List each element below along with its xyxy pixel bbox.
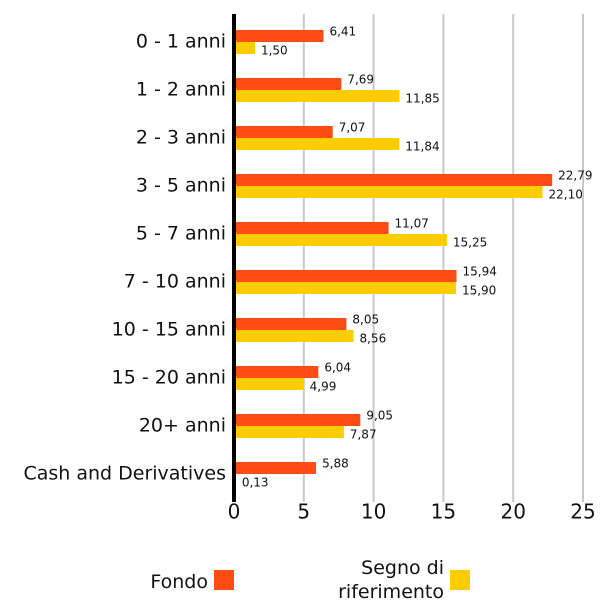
bar: [234, 138, 400, 150]
x-tick-label: 15: [431, 500, 456, 524]
y-tick-label: 2 - 3 anni: [136, 127, 226, 149]
x-tick-label: 0: [228, 500, 241, 524]
data-label: 22,79: [558, 169, 592, 183]
data-label: 6,04: [324, 361, 351, 375]
bar: [234, 42, 255, 54]
legend-swatch: [214, 570, 234, 590]
data-label: 7,87: [350, 428, 377, 442]
data-label: 0,13: [242, 476, 269, 490]
data-label: 6,41: [329, 25, 356, 39]
x-tick-label: 5: [297, 500, 310, 524]
bar: [234, 426, 344, 438]
data-label: 7,07: [339, 121, 366, 135]
data-label: 7,69: [347, 73, 374, 87]
y-tick-label: 10 - 15 anni: [112, 319, 226, 341]
data-label: 11,07: [395, 217, 429, 231]
data-label: 22,10: [549, 188, 583, 202]
y-tick-label: 7 - 10 anni: [124, 271, 226, 293]
bar: [234, 414, 361, 426]
data-label: 15,94: [463, 265, 497, 279]
legend-label: Fondo: [150, 571, 208, 593]
y-tick-label: 1 - 2 anni: [136, 79, 226, 101]
bar: [234, 186, 543, 198]
bar: [234, 78, 342, 90]
bar: [234, 174, 553, 186]
legend-label: Segno di riferimento: [338, 557, 444, 603]
y-tick-label: 5 - 7 anni: [136, 223, 226, 245]
data-label: 5,88: [322, 457, 349, 471]
bar: [234, 126, 333, 138]
bar: [234, 378, 304, 390]
x-tick-label: 20: [500, 500, 525, 524]
bar: [234, 270, 457, 282]
bar: [234, 90, 400, 102]
data-label: 11,84: [405, 140, 439, 154]
bar: [234, 366, 319, 378]
data-label: 15,25: [453, 236, 487, 250]
y-tick-label: 3 - 5 anni: [136, 175, 226, 197]
y-tick-label: Cash and Derivatives: [23, 463, 226, 485]
bar: [234, 462, 317, 474]
data-label: 8,56: [359, 332, 386, 346]
y-tick-label: 15 - 20 anni: [112, 367, 226, 389]
bar: [234, 330, 354, 342]
data-label: 1,50: [261, 44, 288, 58]
bar: [234, 318, 347, 330]
data-label: 11,85: [405, 92, 439, 106]
bar: [234, 282, 456, 294]
data-label: 4,99: [310, 380, 337, 394]
x-tick-label: 25: [570, 500, 595, 524]
data-label: 9,05: [366, 409, 393, 423]
bar: [234, 222, 389, 234]
y-tick-label: 0 - 1 anni: [136, 31, 226, 53]
data-label: 8,05: [352, 313, 379, 327]
x-tick-label: 10: [361, 500, 386, 524]
data-label: 15,90: [462, 284, 496, 298]
legend-swatch: [450, 570, 470, 590]
bar: [234, 30, 324, 42]
bar: [234, 234, 447, 246]
y-tick-label: 20+ anni: [139, 415, 226, 437]
